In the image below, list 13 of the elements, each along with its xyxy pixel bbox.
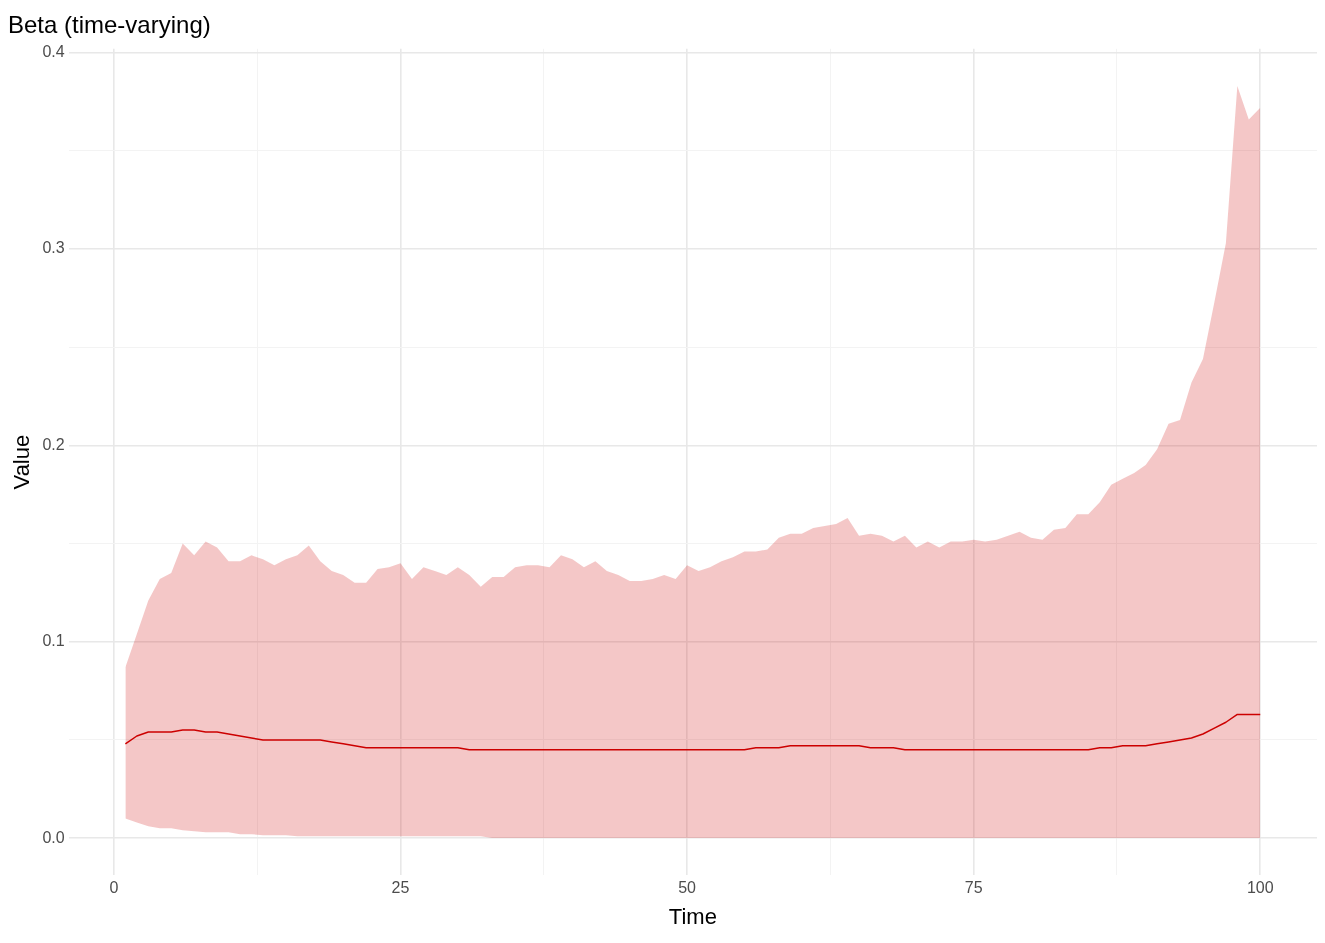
y-tick-label: 0.1 <box>42 632 65 650</box>
x-tick-label: 25 <box>391 879 410 897</box>
chart-title: Beta (time-varying) <box>8 11 211 39</box>
y-tick-label: 0.4 <box>42 43 65 61</box>
x-axis-title: Time <box>668 903 717 929</box>
x-tick-label: 100 <box>1246 879 1274 897</box>
x-tick-label: 0 <box>109 879 119 897</box>
x-tick-label: 75 <box>964 879 983 897</box>
x-tick-label: 50 <box>678 879 697 897</box>
y-tick-label: 0.3 <box>42 239 65 257</box>
y-tick-label: 0.0 <box>42 828 65 846</box>
y-tick-label: 0.2 <box>42 435 65 453</box>
y-axis-title: Value <box>9 434 35 490</box>
